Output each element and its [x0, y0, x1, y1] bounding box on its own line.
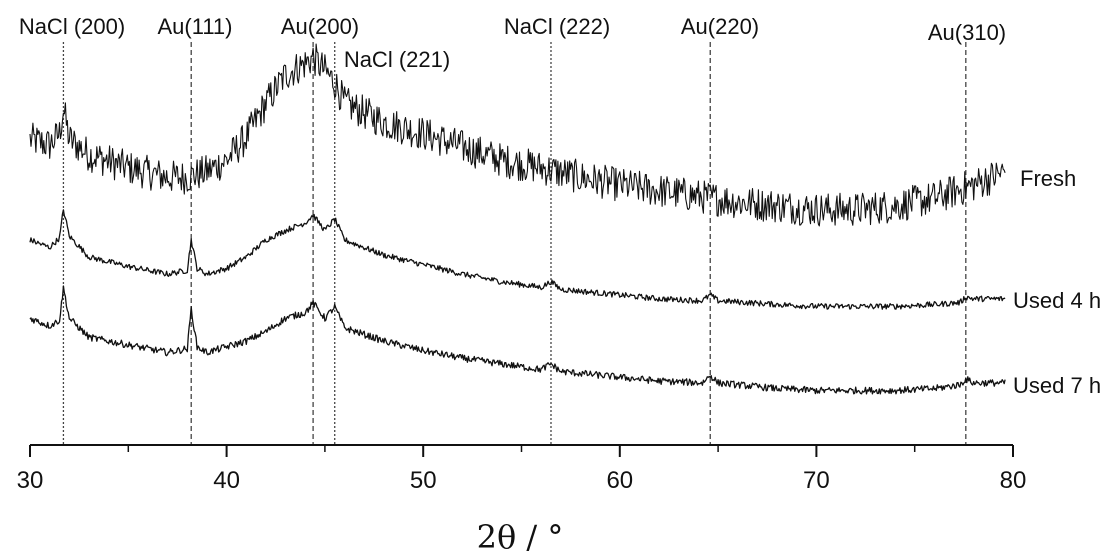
x-tick-label: 60 [606, 467, 633, 494]
peak-label: NaCl (222) [504, 14, 610, 39]
series-label: Used 4 h [1013, 288, 1101, 313]
peak-label: Au(200) [281, 14, 359, 39]
peak-label: NaCl (200) [19, 14, 125, 39]
reference-lines [62, 42, 967, 445]
x-tick-label: 70 [803, 467, 830, 494]
peak-label: NaCl (221) [344, 47, 450, 72]
series-trace [29, 43, 1006, 227]
peak-label: Au(310) [928, 20, 1006, 45]
peak-label: Au(111) [157, 14, 232, 39]
x-axis-title: 2θ / ° [477, 518, 564, 556]
series-label: Used 7 h [1013, 373, 1101, 398]
series-trace [29, 209, 1006, 310]
x-tick-label: 30 [17, 467, 44, 494]
series-labels: Fresh Used 4 h Used 7 h [1013, 166, 1101, 398]
peak-label: Au(220) [681, 14, 759, 39]
series-label: Fresh [1020, 166, 1076, 191]
peak-labels: NaCl (200) Au(111) Au(200) NaCl (221) NaCl (… [19, 14, 1006, 72]
x-tick-label: 50 [410, 467, 437, 494]
series-traces [29, 43, 1006, 395]
series-trace [29, 285, 1006, 395]
x-tick-label: 80 [1000, 467, 1027, 494]
x-axis: 30 40 50 60 70 80 [17, 444, 1027, 494]
x-tick-label: 40 [213, 467, 240, 494]
